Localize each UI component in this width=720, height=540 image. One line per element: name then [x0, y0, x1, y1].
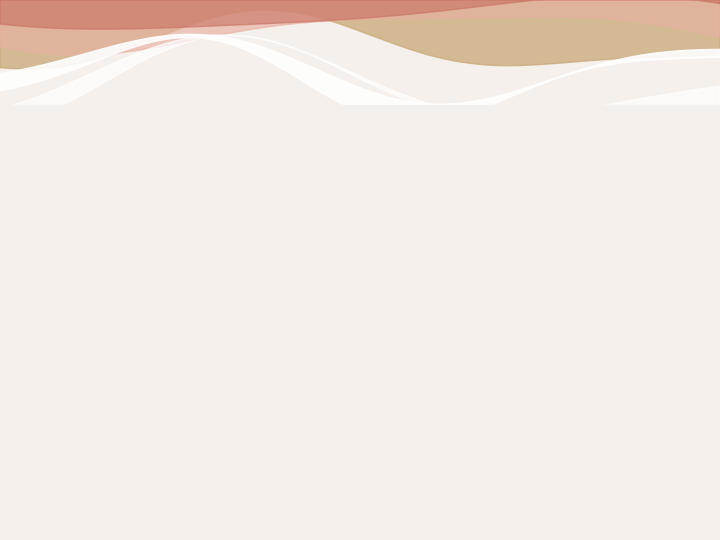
Text: □Auer rods (+ve): □Auer rods (+ve)	[28, 470, 190, 488]
Text: / Esterase: / Esterase	[190, 237, 246, 247]
Text: Blue precipitate: Blue precipitate	[440, 237, 554, 251]
Text: Fast blue BB: Fast blue BB	[350, 222, 422, 232]
Text: □Principle:: □Principle:	[28, 180, 153, 198]
Text: Specific esterase or chloroacetate: Specific esterase or chloroacetate	[30, 125, 719, 159]
Text: Naphthol (AS-D): Naphthol (AS-D)	[38, 237, 155, 251]
Text: Interpretation:: Interpretation:	[28, 290, 191, 308]
Text: Chloroacetate: Chloroacetate	[179, 222, 258, 232]
Text: □Other cells {lymph – plasma –megakaryocyte – nrbc } (-ve): □Other cells {lymph – plasma –megakaryoc…	[28, 420, 585, 438]
Text: □Myeloid cells (+ve): □Myeloid cells (+ve)	[28, 320, 221, 338]
Text: naphthol: naphthol	[270, 237, 333, 251]
Text: □Monocyte and basophile (–ve) to weak (+ve): □Monocyte and basophile (–ve) to weak (+…	[28, 370, 450, 388]
